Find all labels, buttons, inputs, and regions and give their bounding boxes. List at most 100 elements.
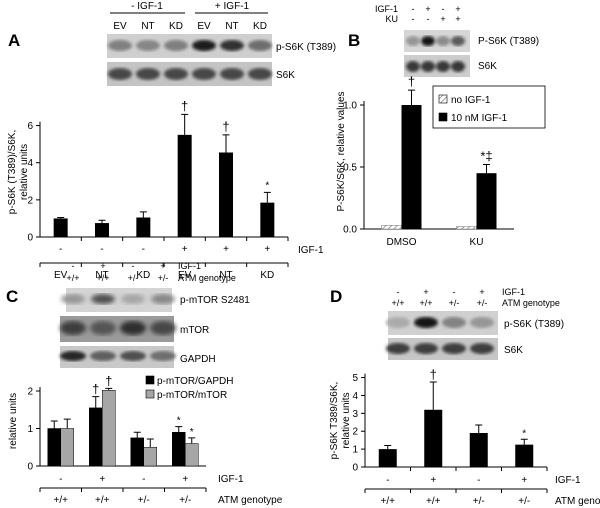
blot-band <box>90 321 116 335</box>
chart-c-error-bar <box>188 437 196 444</box>
chart-a-bar <box>136 217 151 237</box>
blot-treatment-sign: +/+ <box>391 298 404 308</box>
chart-d-y-tick-label: 0 <box>352 463 358 474</box>
blot-band <box>442 343 466 354</box>
chart-a-significance-mark: † <box>181 98 188 113</box>
chart-d-significance-mark: † <box>430 367 437 382</box>
blot-band <box>470 343 494 354</box>
chart-d-error-bar <box>429 381 437 410</box>
chart-c-y-tick-label: 0 <box>27 462 33 473</box>
blot-treatment-sign: + <box>160 261 165 271</box>
chart-a-category-label: EV <box>178 270 192 281</box>
blot-band <box>136 68 160 80</box>
blot-treatment-sign: + <box>479 287 484 297</box>
chart-a-igf-sign: + <box>223 244 229 255</box>
blot-treatment-sign: - <box>453 287 456 297</box>
chart-d-y-tick-label: 1 <box>352 445 358 456</box>
blot-band <box>248 40 272 51</box>
blot-band <box>61 294 85 304</box>
blot-band <box>60 351 86 361</box>
chart-d-genotype-label: +/- <box>473 496 485 507</box>
chart-c-bar <box>102 390 116 467</box>
chart-a-error-bar <box>263 191 271 203</box>
chart-d-y-tick-label: 3 <box>352 409 358 420</box>
chart-c-legend-label: p-mTOR/mTOR <box>157 390 227 401</box>
blot-band <box>192 40 216 51</box>
chart-a-error-bar <box>222 134 230 153</box>
panel-c-blot: - + - + IGF-1 +/+ +/+ +/- +/- ATM genotype p-mTOR… <box>60 261 250 368</box>
blot-band <box>150 351 176 361</box>
chart-a-igf-sign: - <box>100 244 103 255</box>
chart-c-bar <box>89 407 103 467</box>
blot-band <box>220 40 244 51</box>
chart-a-y-tick-label: 6 <box>27 121 33 132</box>
chart-a-igf-sign: + <box>182 244 188 255</box>
chart-a-y-label-line: p-S6K (T389)/S6K, <box>7 130 18 214</box>
chart-a-bar <box>177 134 192 237</box>
chart-c-significance-mark: † <box>92 382 99 397</box>
blot-band <box>386 343 410 354</box>
panel-letter-a: A <box>8 31 20 50</box>
blot-treatment-sign: +/- <box>158 273 169 283</box>
blot-band <box>414 317 438 328</box>
chart-c-error-bar <box>63 418 71 429</box>
blot-image-gapdh <box>60 346 174 368</box>
chart-c-legend-swatch <box>145 389 155 399</box>
chart-b-error-bar <box>483 164 490 174</box>
chart-d-igf-sign: + <box>430 475 436 486</box>
chart-a-y-tick-label: 2 <box>27 195 33 206</box>
blot-label-p-s6k-b: P-S6K (T389) <box>478 36 539 47</box>
blot-label-mtor: mTOR <box>180 325 209 336</box>
blot-treatment-sign: +/- <box>128 273 139 283</box>
chart-b-legend <box>432 85 546 129</box>
blot-label-p-s6k-d: p-S6K (T389) <box>504 319 564 330</box>
chart-d-bar <box>515 444 534 467</box>
chart-c-y-label: relative units <box>8 393 19 449</box>
chart-c-bar <box>143 447 157 467</box>
blot-treatment-label: IGF-1 <box>502 287 525 297</box>
blot-band <box>192 68 216 80</box>
chart-a-bar <box>219 152 233 237</box>
blot-label-s6k-d: S6K <box>504 345 523 356</box>
chart-d-y-label-line: relative units <box>341 392 352 448</box>
chart-a-error-bar <box>139 211 147 218</box>
chart-d-bar <box>424 409 443 467</box>
panel-a-blot: - IGF-1 + IGF-1 EV NT KD EV NT KD p-S6K (T389… <box>107 1 336 86</box>
chart-b-bar <box>381 225 402 230</box>
chart-a-igf-sign: - <box>59 244 62 255</box>
chart-d-row-label: ATM genotype <box>555 496 600 507</box>
chart-d-genotype-label: +/- <box>518 496 530 507</box>
chart-a-igf-sign: - <box>142 244 145 255</box>
chart-a-error-bar <box>181 113 189 135</box>
blot-band <box>442 317 466 328</box>
blot-image-s6k <box>107 62 272 86</box>
blot-treatment-sign: - <box>412 4 415 14</box>
blot-treatment-sign: - <box>72 261 75 271</box>
chart-a-y-label-line: relative units <box>19 144 30 200</box>
blot-treatment-sign: - <box>412 14 415 24</box>
chart-c-error-bar <box>105 387 113 391</box>
chart-c-igf-sign: - <box>142 474 145 485</box>
chart-b-bar <box>476 173 497 229</box>
blot-header-plus-igf: + IGF-1 <box>215 1 250 12</box>
chart-a-category-label: KD <box>136 270 150 281</box>
chart-a-category-label: NT <box>95 270 108 281</box>
chart-a-significance-mark: * <box>265 180 269 191</box>
blot-treatment-sign: +/+ <box>96 273 109 283</box>
chart-b-significance-mark: *‡ <box>480 149 492 164</box>
chart-d-error-bar <box>384 445 392 450</box>
chart-b-significance-mark: † <box>408 74 415 89</box>
chart-b-legend-label: no IGF-1 <box>451 95 491 106</box>
blot-treatment-label: ATM genotype <box>502 298 560 308</box>
blot-band <box>164 40 188 51</box>
blot-band <box>220 68 244 80</box>
chart-b-y-tick-label: 1.0 <box>343 101 357 112</box>
chart-d-y-label-line: p-S6K T389/S6K, <box>329 382 340 460</box>
chart-c-y-tick-label: 2 <box>27 387 33 398</box>
chart-c-significance-mark: * <box>177 416 181 427</box>
blot-band <box>108 68 132 80</box>
chart-d-genotype-label: +/+ <box>426 496 441 507</box>
chart-c-significance-mark: † <box>105 373 112 388</box>
chart-b: 0.0 0.5 1.0 † DMSO *‡ KU P-S6K/S6K, relative va… <box>336 74 546 248</box>
